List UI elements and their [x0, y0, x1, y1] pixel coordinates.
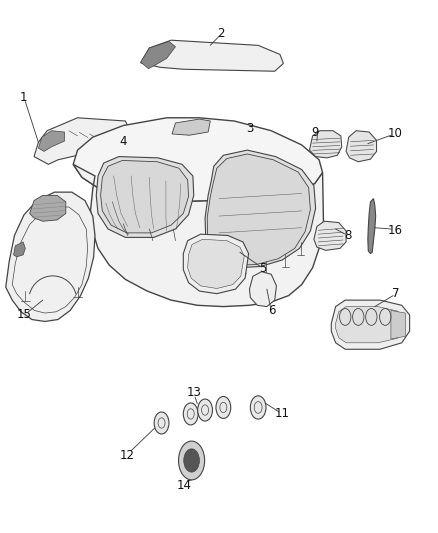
Polygon shape — [204, 130, 236, 157]
Polygon shape — [39, 131, 64, 151]
Polygon shape — [14, 242, 25, 257]
Polygon shape — [205, 150, 316, 268]
Polygon shape — [207, 133, 232, 152]
Text: 14: 14 — [177, 479, 192, 491]
Text: 12: 12 — [120, 449, 135, 462]
Circle shape — [179, 441, 205, 480]
Polygon shape — [310, 131, 342, 158]
Text: 15: 15 — [17, 309, 32, 321]
Circle shape — [184, 449, 199, 472]
Polygon shape — [331, 300, 410, 349]
Text: 7: 7 — [392, 287, 400, 300]
Text: 16: 16 — [388, 224, 403, 237]
Polygon shape — [314, 221, 346, 251]
Polygon shape — [141, 42, 176, 69]
Polygon shape — [250, 272, 276, 306]
Polygon shape — [73, 118, 322, 202]
Text: 6: 6 — [268, 304, 276, 317]
Circle shape — [216, 397, 231, 418]
Polygon shape — [187, 239, 244, 288]
Text: 13: 13 — [186, 386, 201, 399]
Polygon shape — [172, 119, 210, 135]
Polygon shape — [101, 160, 188, 233]
Polygon shape — [34, 118, 130, 164]
Circle shape — [251, 396, 266, 419]
Text: 4: 4 — [120, 135, 127, 148]
Text: 11: 11 — [275, 407, 290, 421]
Circle shape — [154, 412, 169, 434]
Text: 9: 9 — [311, 125, 318, 139]
Text: 1: 1 — [19, 91, 27, 103]
Text: 10: 10 — [388, 127, 403, 140]
Polygon shape — [184, 234, 249, 294]
Polygon shape — [141, 40, 283, 71]
Polygon shape — [368, 199, 376, 254]
Polygon shape — [30, 196, 66, 221]
Polygon shape — [346, 131, 377, 161]
Polygon shape — [95, 147, 178, 164]
Text: 8: 8 — [344, 229, 352, 242]
Polygon shape — [391, 310, 405, 339]
Circle shape — [184, 403, 198, 425]
Circle shape — [198, 399, 212, 421]
Polygon shape — [96, 157, 194, 237]
Text: 3: 3 — [247, 122, 254, 135]
Polygon shape — [336, 306, 404, 343]
Polygon shape — [6, 192, 95, 321]
Polygon shape — [73, 164, 323, 306]
Text: 2: 2 — [217, 27, 225, 39]
Text: 5: 5 — [259, 262, 267, 275]
Polygon shape — [207, 154, 311, 265]
